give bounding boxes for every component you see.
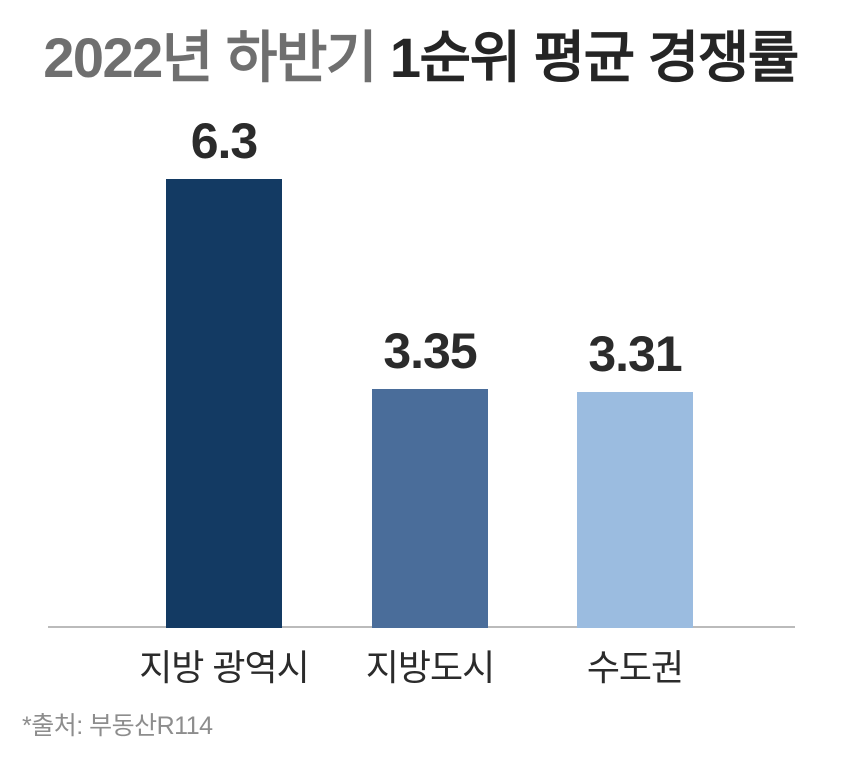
bar-value-label-1: 3.35 [383, 323, 477, 379]
x-axis-label-1: 지방도시 [365, 647, 495, 688]
x-axis-label-0: 지방 광역시 [139, 647, 310, 688]
x-axis-label-2: 수도권 [586, 647, 684, 688]
chart-title-subject: 1순위 평균 경쟁률 [389, 26, 799, 89]
bar-2 [577, 392, 693, 628]
chart-title-period: 2022년 하반기 [43, 26, 377, 89]
bar-0 [166, 179, 282, 628]
bar-value-label-0: 6.3 [190, 113, 259, 169]
bar-value-label-2: 3.31 [588, 326, 682, 382]
bar-1 [372, 389, 488, 628]
chart-title: 2022년 하반기 1순위 평균 경쟁률 [0, 24, 841, 91]
source-note: *출처: 부동산R114 [22, 712, 213, 740]
